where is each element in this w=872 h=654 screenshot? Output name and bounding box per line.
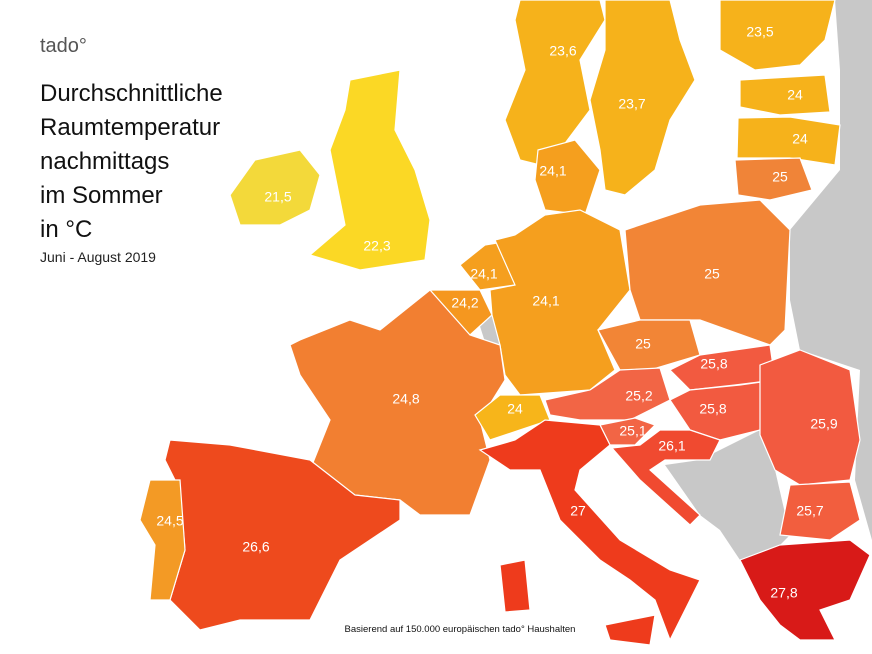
regions (139, 0, 871, 646)
temperature-label: 23,7 (618, 96, 645, 112)
country (759, 349, 861, 486)
temperature-label: 23,6 (549, 43, 576, 59)
temperature-label: 25,1 (619, 423, 646, 439)
footnote: Basierend auf 150.000 europäischen tado°… (345, 624, 576, 635)
title-line: Raumtemperatur (40, 114, 220, 141)
temperature-label: 24 (787, 87, 803, 103)
temperature-label: 23,5 (746, 24, 773, 40)
country (504, 0, 606, 166)
russia-belarus-ukraine (790, 0, 872, 540)
sicily (604, 614, 656, 646)
temperature-label: 24,1 (539, 163, 566, 179)
title-line: Durchschnittliche (40, 80, 223, 107)
temperature-label: 26,1 (658, 438, 685, 454)
temperature-label: 24 (792, 131, 808, 147)
labels: 23,6 23,7 23,5 24 24 25 21,5 22,3 24,1 24,1 24,2 24… (156, 24, 837, 601)
temperature-label: 24,1 (470, 266, 497, 282)
temperature-label: 25 (704, 266, 720, 282)
temperature-label: 26,6 (242, 539, 269, 555)
country (308, 69, 431, 271)
country (734, 157, 813, 201)
temperature-label: 27 (570, 503, 586, 519)
temperature-label: 24,8 (392, 391, 419, 407)
sardinia (499, 559, 531, 613)
temperature-label: 24 (507, 401, 523, 417)
title: Durchschnittliche Raumtemperatur nachmitta… (40, 80, 223, 243)
temperature-label: 25,7 (796, 503, 823, 519)
title-line: nachmittags (40, 148, 169, 175)
temperature-label: 25,2 (625, 388, 652, 404)
temperature-label: 25 (772, 169, 788, 185)
temperature-label: 27,8 (770, 585, 797, 601)
country (624, 199, 791, 346)
temperature-label: 21,5 (264, 189, 291, 205)
brand: tado° (40, 35, 87, 57)
title-line: in °C (40, 216, 92, 243)
temperature-label: 25,9 (810, 416, 837, 432)
country (589, 0, 696, 196)
temperature-label: 25 (635, 336, 651, 352)
country (719, 0, 836, 71)
subtitle: Juni - August 2019 (40, 249, 156, 265)
country (139, 479, 186, 601)
country (289, 289, 506, 516)
temperature-label: 22,3 (363, 238, 390, 254)
country (489, 209, 631, 396)
temperature-label: 25,8 (699, 401, 726, 417)
balkans (665, 430, 790, 560)
country (739, 539, 871, 641)
temperature-label: 25,8 (700, 356, 727, 372)
country (229, 149, 321, 226)
title-line: im Sommer (40, 182, 163, 209)
temperature-label: 24,2 (451, 295, 478, 311)
country (478, 419, 701, 642)
country (779, 481, 861, 541)
country (739, 74, 831, 116)
temperature-label: 24,1 (532, 293, 559, 309)
country (610, 429, 721, 526)
country (736, 116, 841, 166)
temperature-label: 24,5 (156, 513, 183, 529)
